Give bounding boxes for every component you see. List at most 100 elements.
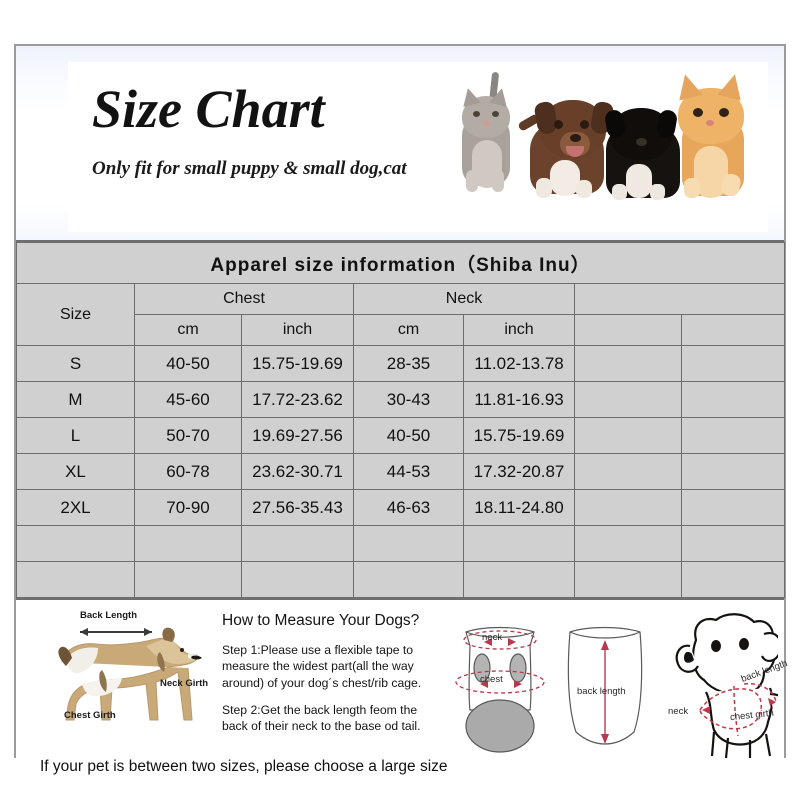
cell-extra-2 [680, 345, 786, 382]
label-puppy-neck: neck [668, 706, 689, 717]
empty-cell [680, 561, 786, 598]
cell-chest-cm: 45-60 [134, 381, 242, 418]
table-empty-row [16, 525, 786, 562]
cell-neck-inch: 11.02-13.78 [463, 345, 575, 382]
cell-chest-inch: 15.75-19.69 [241, 345, 354, 382]
size-table-wrapper: Apparel size information（Shiba Inu） Size… [15, 240, 786, 600]
cell-extra-2 [680, 489, 786, 526]
cell-chest-inch: 17.72-23.62 [241, 381, 354, 418]
cell-extra-1 [574, 489, 682, 526]
cell-extra-1 [574, 417, 682, 454]
page-title: Size Chart [92, 79, 325, 139]
cell-extra-1 [574, 381, 682, 418]
shiba-inu-illustration: Back Length Neck Girth Chest Girth [42, 610, 220, 734]
empty-cell [16, 561, 135, 598]
cell-neck-inch: 11.81-16.93 [463, 381, 575, 418]
label-garment-chest: chest [480, 674, 503, 685]
pets-photo [444, 66, 784, 230]
cell-extra-1 [574, 345, 682, 382]
cell-neck-inch: 15.75-19.69 [463, 417, 575, 454]
header-size: Size [16, 283, 135, 346]
cell-neck-cm: 40-50 [353, 417, 464, 454]
cell-size: S [16, 345, 135, 382]
table-empty-row [16, 561, 786, 598]
puppy-illustration [675, 613, 796, 759]
empty-cell [463, 561, 575, 598]
header-neck-cm: cm [353, 314, 464, 346]
empty-cell [463, 525, 575, 562]
header-blank-1 [573, 283, 786, 315]
front-neck-measure [463, 630, 537, 650]
empty-cell [134, 525, 242, 562]
back-length-arrow [80, 628, 152, 636]
label-neck-girth: Neck Girth [160, 678, 209, 689]
cell-size: L [16, 417, 135, 454]
cell-chest-inch: 23.62-30.71 [241, 453, 354, 490]
front-chest-measure [455, 670, 545, 694]
header-chest-cm: cm [134, 314, 242, 346]
cell-neck-cm: 30-43 [353, 381, 464, 418]
header-neck: Neck [353, 283, 575, 315]
table-row: 2XL 70-90 27.56-35.43 46-63 18.11-24.80 [16, 489, 786, 526]
cell-size: M [16, 381, 135, 418]
cell-chest-inch: 27.56-35.43 [241, 489, 354, 526]
cell-extra-2 [680, 453, 786, 490]
cell-size: XL [16, 453, 135, 490]
label-garment-back-length: back length [577, 686, 626, 697]
measure-panel: Back Length Neck Girth Chest Girth How t… [26, 606, 796, 782]
title-block: Size Chart Only fit for small puppy & sm… [92, 82, 452, 183]
empty-cell [574, 525, 682, 562]
table-row: L 50-70 19.69-27.56 40-50 15.75-19.69 [16, 417, 786, 454]
header-blank-2 [574, 314, 682, 346]
cell-chest-cm: 60-78 [134, 453, 242, 490]
puppy-measure-lines [699, 682, 777, 737]
measure-step-2: Step 2:Get the back length feom the back… [222, 703, 421, 734]
cell-size: 2XL [16, 489, 135, 526]
empty-cell [680, 525, 786, 562]
garment-front-view [465, 626, 535, 753]
measure-instructions: How to Measure Your Dogs? Step 1:Please … [222, 612, 442, 746]
back-length-measure [601, 640, 609, 744]
size-table: Apparel size information（Shiba Inu） Size… [15, 242, 786, 598]
header-blank-3 [680, 314, 786, 346]
empty-cell [241, 525, 354, 562]
measure-step-1: Step 1:Please use a flexible tape to mea… [222, 643, 422, 690]
table-group-header-row: Size Chest Neck [16, 283, 786, 346]
puppy-measure-arrows [702, 698, 776, 714]
label-back-length: Back Length [80, 610, 138, 621]
empty-cell [16, 525, 135, 562]
empty-cell [353, 561, 464, 598]
header-banner: Size Chart Only fit for small puppy & sm… [16, 46, 784, 240]
measure-heading: How to Measure Your Dogs? [222, 612, 420, 629]
empty-cell [134, 561, 242, 598]
footer-note: If your pet is between two sizes, please… [40, 758, 448, 775]
label-chest-girth: Chest Girth [64, 710, 116, 721]
garment-diagrams: neck chest back length neck back length … [444, 606, 796, 766]
chart-card: Size Chart Only fit for small puppy & sm… [14, 44, 796, 788]
measure-section: Back Length Neck Girth Chest Girth How t… [16, 600, 796, 788]
cell-extra-1 [574, 453, 682, 490]
label-garment-neck: neck [482, 632, 503, 643]
cell-chest-cm: 70-90 [134, 489, 242, 526]
header-neck-inch: inch [463, 314, 575, 346]
cell-neck-inch: 17.32-20.87 [463, 453, 575, 490]
cell-chest-cm: 40-50 [134, 345, 242, 382]
cell-neck-cm: 46-63 [353, 489, 464, 526]
table-row: S 40-50 15.75-19.69 28-35 11.02-13.78 [16, 345, 786, 382]
puppy-features [684, 638, 749, 663]
table-caption: Apparel size information（Shiba Inu） [15, 242, 786, 284]
empty-cell [353, 525, 464, 562]
empty-cell [241, 561, 354, 598]
garment-back-view [567, 626, 643, 745]
table-row: M 45-60 17.72-23.62 30-43 11.81-16.93 [16, 381, 786, 418]
header-chest-inch: inch [241, 314, 354, 346]
shiba-body [58, 627, 202, 721]
header-chest: Chest [134, 283, 354, 315]
cell-chest-cm: 50-70 [134, 417, 242, 454]
empty-cell [574, 561, 682, 598]
cell-chest-inch: 19.69-27.56 [241, 417, 354, 454]
table-row: XL 60-78 23.62-30.71 44-53 17.32-20.87 [16, 453, 786, 490]
page-subtitle: Only fit for small puppy & small dog,cat [92, 158, 407, 179]
cell-extra-2 [680, 417, 786, 454]
